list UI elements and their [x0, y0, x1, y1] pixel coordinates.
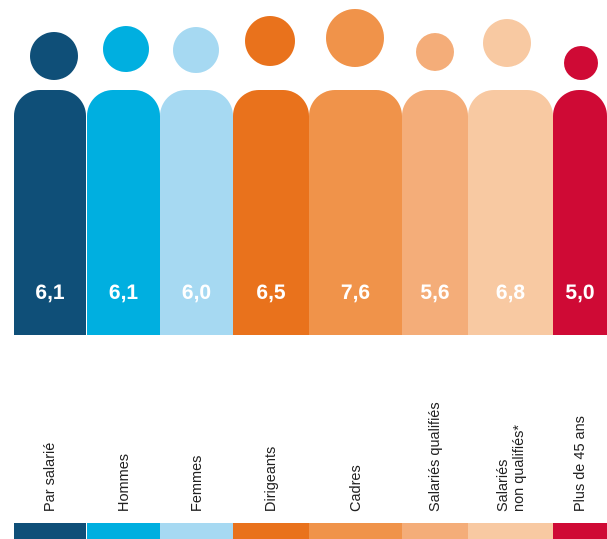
- value-label: 6,8: [495, 281, 526, 304]
- value-label: 5,0: [565, 281, 595, 304]
- color-strip: [160, 523, 233, 539]
- category-label: Salariés qualifiés: [427, 402, 443, 512]
- person-bar: [14, 90, 86, 335]
- person-head: [326, 9, 384, 67]
- color-strip: [553, 523, 607, 539]
- person-bar: [468, 90, 553, 335]
- color-strip: [14, 523, 86, 539]
- category-label: Par salarié: [42, 442, 58, 512]
- value-label: 6,5: [256, 281, 286, 304]
- category-label: Dirigeants: [263, 446, 279, 512]
- person-bar: [309, 90, 402, 335]
- color-strip: [87, 523, 160, 539]
- person-bar: [87, 90, 160, 335]
- person-bar: [160, 90, 233, 335]
- color-strip: [468, 523, 553, 539]
- category-label: Hommes: [116, 453, 132, 512]
- person-head: [416, 33, 454, 71]
- person-head: [103, 26, 149, 72]
- category-label: Cadres: [348, 465, 364, 512]
- person-head: [245, 16, 295, 66]
- value-label: 6,1: [35, 281, 65, 304]
- color-strip: [233, 523, 309, 539]
- person-head: [173, 27, 219, 73]
- person-bar: [553, 90, 607, 335]
- value-label: 6,1: [108, 281, 139, 304]
- value-label: 5,6: [420, 281, 450, 304]
- color-strip: [309, 523, 402, 539]
- value-label: 6,0: [181, 281, 212, 304]
- person-head: [564, 46, 598, 80]
- person-head: [483, 19, 531, 67]
- person-head: [30, 32, 78, 80]
- value-label: 7,6: [340, 281, 371, 304]
- category-label: Femmes: [189, 455, 205, 512]
- color-strip: [402, 523, 468, 539]
- person-bar: [233, 90, 309, 335]
- category-label: Plus de 45 ans: [572, 416, 588, 512]
- person-bar: [402, 90, 468, 335]
- category-label: Salariés non qualifiés*: [495, 424, 527, 512]
